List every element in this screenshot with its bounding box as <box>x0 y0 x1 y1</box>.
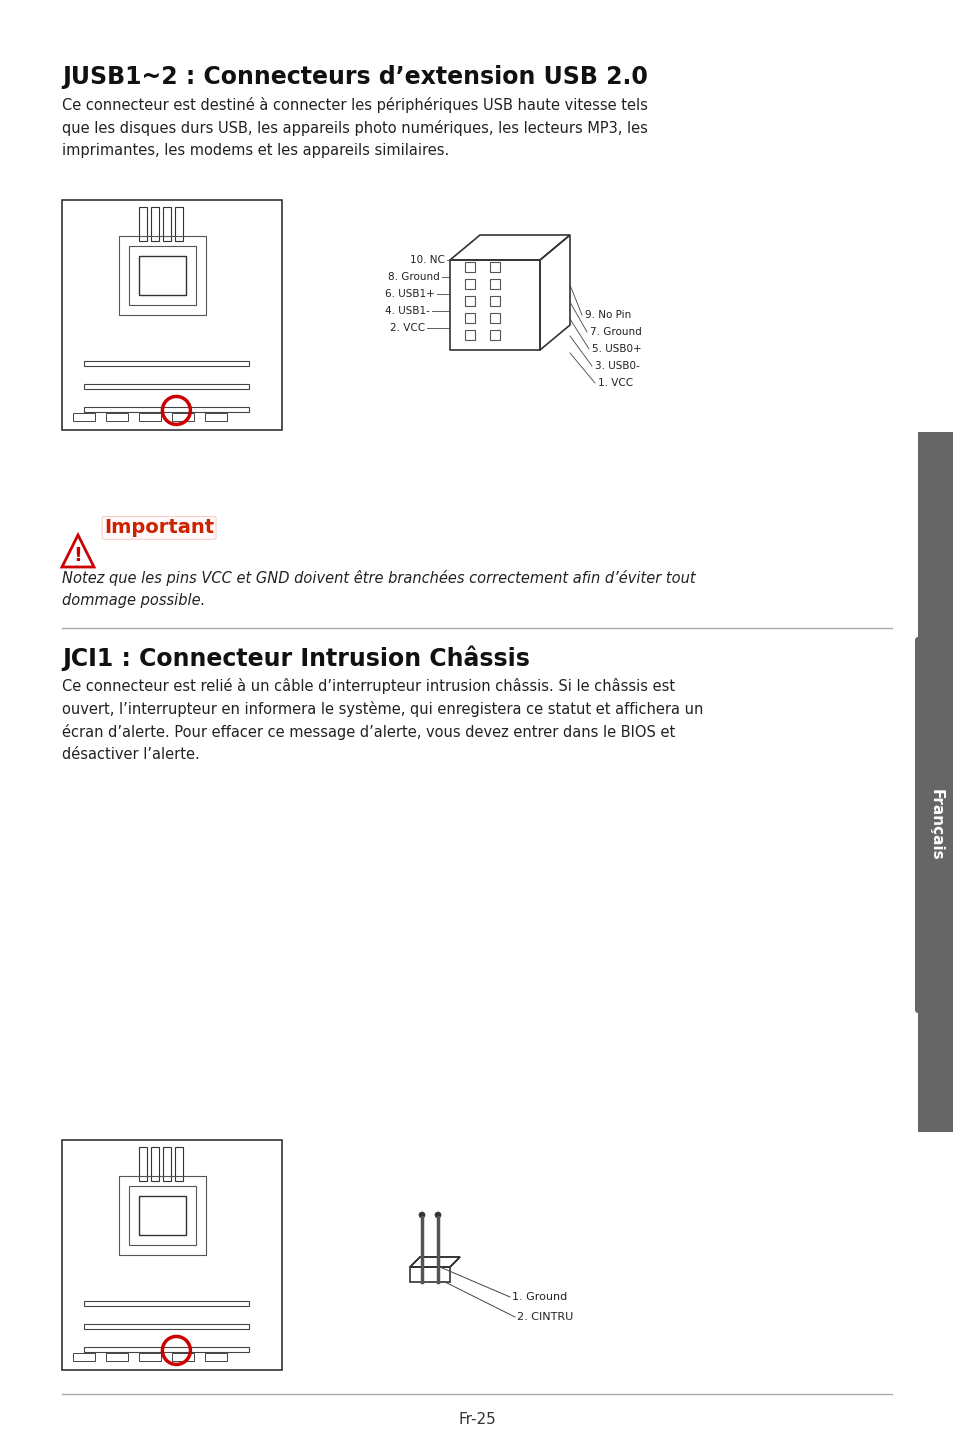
Bar <box>151 1147 159 1181</box>
FancyBboxPatch shape <box>914 637 953 1012</box>
Bar <box>139 1353 161 1360</box>
Bar <box>464 296 475 306</box>
Circle shape <box>418 1211 424 1219</box>
Bar <box>84 407 249 411</box>
Text: 3. USB0-: 3. USB0- <box>595 361 639 371</box>
Text: 4. USB1-: 4. USB1- <box>385 306 430 316</box>
Bar <box>73 1353 95 1360</box>
Bar <box>174 206 183 242</box>
Bar <box>163 1147 171 1181</box>
Text: JCI1 : Connecteur Intrusion Châssis: JCI1 : Connecteur Intrusion Châssis <box>62 646 529 672</box>
Bar <box>62 200 282 430</box>
Text: 10. NC: 10. NC <box>410 255 444 265</box>
Text: Important: Important <box>104 518 213 537</box>
Bar <box>172 412 193 421</box>
Bar <box>174 1147 183 1181</box>
Bar <box>464 314 475 324</box>
Bar <box>490 329 499 339</box>
Text: 6. USB1+: 6. USB1+ <box>385 289 435 299</box>
Bar <box>118 236 206 315</box>
Text: JUSB1~2 : Connecteurs d’extension USB 2.0: JUSB1~2 : Connecteurs d’extension USB 2.… <box>62 64 647 89</box>
Bar <box>84 384 249 388</box>
Text: 2. CINTRU: 2. CINTRU <box>517 1312 573 1322</box>
Bar <box>84 1346 249 1352</box>
Bar <box>139 206 147 242</box>
Bar <box>129 1186 195 1246</box>
Bar <box>917 432 953 1133</box>
Text: 1. VCC: 1. VCC <box>598 378 633 388</box>
Bar <box>106 1353 128 1360</box>
Bar <box>464 329 475 339</box>
Bar <box>464 262 475 272</box>
Bar <box>205 1353 227 1360</box>
Bar <box>62 1140 282 1370</box>
Text: 5. USB0+: 5. USB0+ <box>592 344 641 354</box>
Text: 7. Ground: 7. Ground <box>589 326 641 337</box>
Bar <box>205 412 227 421</box>
Text: 8. Ground: 8. Ground <box>388 272 439 282</box>
Text: !: ! <box>73 546 82 566</box>
Text: Ce connecteur est destiné à connecter les périphériques USB haute vitesse tels
q: Ce connecteur est destiné à connecter le… <box>62 97 647 158</box>
Bar <box>118 1177 206 1256</box>
Bar <box>490 296 499 306</box>
Bar <box>490 314 499 324</box>
Bar <box>490 262 499 272</box>
Bar <box>73 412 95 421</box>
Bar <box>138 1196 186 1236</box>
Bar <box>139 412 161 421</box>
Text: 9. No Pin: 9. No Pin <box>584 309 631 319</box>
Bar <box>106 412 128 421</box>
Bar <box>84 1323 249 1329</box>
Bar <box>490 279 499 289</box>
Bar <box>163 206 171 242</box>
Bar <box>84 361 249 365</box>
Bar <box>84 1300 249 1306</box>
Bar <box>151 206 159 242</box>
Text: 2. VCC: 2. VCC <box>390 324 424 334</box>
Text: Ce connecteur est relié à un câble d’interrupteur intrusion châssis. Si le châss: Ce connecteur est relié à un câble d’int… <box>62 677 702 762</box>
Text: Français: Français <box>927 789 943 861</box>
Circle shape <box>435 1211 440 1219</box>
Bar <box>129 246 195 305</box>
Bar <box>172 1353 193 1360</box>
Bar <box>138 256 186 295</box>
Text: 1. Ground: 1. Ground <box>512 1292 567 1302</box>
Bar <box>464 279 475 289</box>
Bar <box>139 1147 147 1181</box>
Text: Fr-25: Fr-25 <box>457 1412 496 1428</box>
Text: Notez que les pins VCC et GND doivent être branchées correctement afin d’éviter : Notez que les pins VCC et GND doivent êt… <box>62 570 695 607</box>
